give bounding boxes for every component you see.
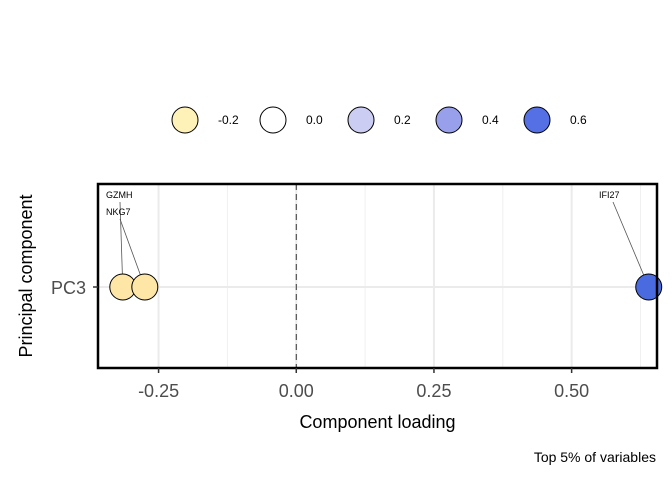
grid-lines (98, 184, 657, 368)
x-axis-ticks: -0.25 0.00 0.25 0.50 (138, 368, 589, 401)
point-label-gzmh: GZMH (106, 190, 133, 200)
x-axis-title: Component loading (299, 412, 455, 432)
y-axis-ticks: PC3 (51, 278, 98, 298)
point-labels: GZMH NKG7 IFI27 (106, 190, 620, 217)
connector-gzmh (119, 201, 124, 288)
point-nkg7 (131, 273, 159, 301)
caption: Top 5% of variables (534, 449, 656, 465)
legend-key (347, 106, 375, 134)
legend-label: 0.4 (482, 113, 499, 127)
y-tick-label: PC3 (51, 278, 86, 298)
x-tick-label: -0.25 (138, 381, 179, 401)
legend-key (171, 106, 199, 134)
data-points (109, 273, 663, 301)
x-tick-label: 0.50 (554, 381, 589, 401)
legend-key (435, 106, 463, 134)
legend-label: -0.2 (218, 113, 239, 127)
point-label-ifi27: IFI27 (599, 190, 620, 200)
legend-label: 0.0 (306, 113, 323, 127)
label-connectors (119, 201, 650, 288)
connector-ifi27 (612, 201, 650, 288)
point-ifi27 (635, 273, 663, 301)
legend-key (523, 106, 551, 134)
legend-label: 0.2 (394, 113, 411, 127)
point-label-nkg7: NKG7 (106, 207, 131, 217)
x-tick-label: 0.25 (416, 381, 451, 401)
panel-border (96, 182, 659, 370)
legend-label: 0.6 (570, 113, 587, 127)
legend-key (259, 106, 287, 134)
plot-panel: GZMH NKG7 IFI27 (96, 182, 663, 370)
y-axis-title: Principal component (16, 194, 36, 357)
x-tick-label: 0.00 (279, 381, 314, 401)
legend: -0.2 0.0 0.2 0.4 0.6 (171, 106, 587, 134)
